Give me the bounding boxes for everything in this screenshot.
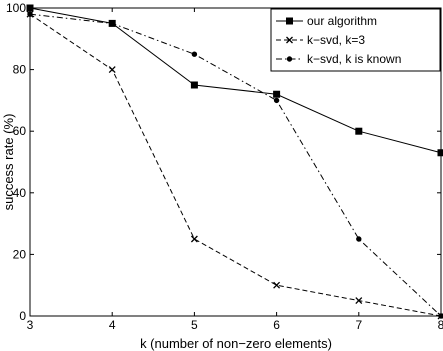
y-axis-ticks: 0 20 40 60 80 100 [6,1,441,323]
series-line [29,13,442,317]
y-tick-label: 20 [13,247,27,261]
legend-marker [286,17,293,25]
series-layer [26,4,443,320]
y-tick-label: 40 [13,186,27,200]
series-line [29,13,442,317]
legend-label: our algorithm [307,14,377,28]
data-point [437,149,443,157]
data-point [438,313,443,319]
data-point [273,90,281,98]
series-2 [27,11,443,319]
data-point [273,97,280,104]
legend-entry: k−svd, k=3 [276,33,365,47]
y-tick-label: 100 [6,1,26,15]
y-axis-label: success rate (%) [1,114,16,211]
y-tick-label: 80 [13,63,27,77]
legend-entry: our algorithm [276,14,377,28]
data-point [190,81,198,89]
x-tick-label: 5 [191,318,198,332]
legend-entry: k−svd, k is known [276,52,401,66]
legend-marker [286,56,293,62]
x-tick-label: 8 [438,318,443,332]
y-tick-label: 60 [13,124,27,138]
x-tick-label: 6 [273,318,280,332]
series-line [29,7,442,154]
data-point [273,281,281,289]
y-tick-label: 0 [19,309,26,323]
data-point [108,66,116,74]
data-point [355,127,363,135]
x-tick-label: 4 [109,318,116,332]
data-point [191,51,198,57]
data-point [355,297,363,305]
data-point [190,235,198,243]
data-point [109,20,115,27]
x-tick-label: 3 [27,318,34,332]
legend: our algorithm k−svd, k=3 k−svd, k is known [270,8,441,72]
series-0 [26,4,443,157]
legend-label: k−svd, k=3 [307,33,365,47]
legend-label: k−svd, k is known [307,52,401,66]
data-point [356,236,362,242]
x-tick-label: 7 [355,318,362,332]
x-axis-label: k (number of non−zero elements) [140,336,332,351]
legend-box [270,8,441,72]
data-point [27,11,33,17]
data-point [26,4,34,12]
legend-marker [286,36,293,44]
